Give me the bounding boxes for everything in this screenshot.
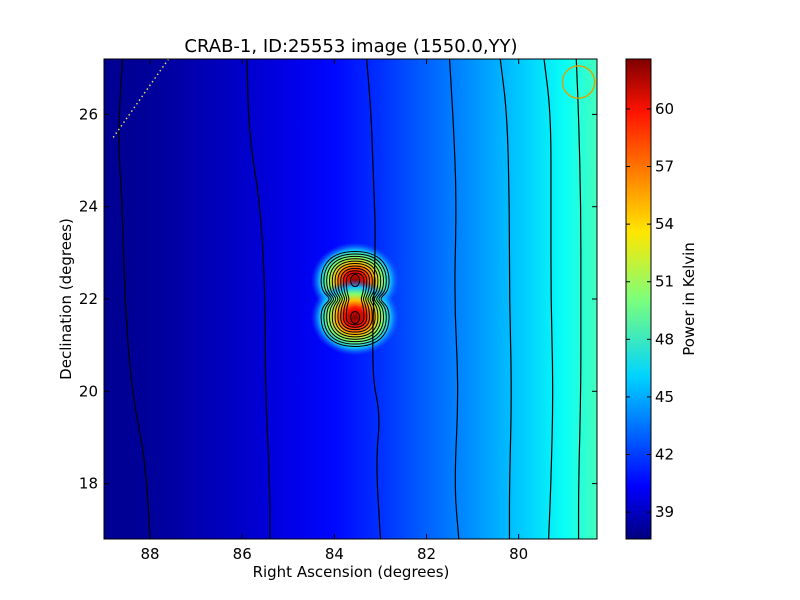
y-tick-label: 26 xyxy=(79,105,98,123)
y-tick-label: 18 xyxy=(79,475,98,493)
x-axis-label: Right Ascension (degrees) xyxy=(253,563,450,581)
beam-circle xyxy=(561,65,596,99)
colorbar-gradient xyxy=(625,58,652,540)
source-contour xyxy=(331,260,379,338)
x-tick-label: 88 xyxy=(141,545,160,563)
background-contour xyxy=(448,59,460,539)
y-axis-label: Declination (degrees) xyxy=(57,218,75,380)
source-contour xyxy=(340,267,371,331)
chart-title: CRAB-1, ID:25553 image (1550.0,YY) xyxy=(184,36,517,57)
background-contour xyxy=(499,59,512,539)
colorbar-tick-label: 39 xyxy=(655,503,674,521)
colorbar-tick-label: 48 xyxy=(655,330,674,348)
x-tick-label: 86 xyxy=(233,545,252,563)
colorbar-tick-label: 57 xyxy=(655,158,674,176)
colorbar-label: Power in Kelvin xyxy=(680,242,698,356)
plot-area: 88 86 84 82 80 18 20 22 24 26 xyxy=(79,58,598,563)
y-tick-label: 20 xyxy=(79,382,98,400)
source-contour xyxy=(345,272,365,326)
background-contour xyxy=(366,59,382,539)
source-contour xyxy=(329,258,382,340)
colorbar-tick-label: 42 xyxy=(655,446,674,464)
colorbar-tick-label: 51 xyxy=(655,273,674,291)
x-tick-label: 84 xyxy=(325,545,344,563)
source-peak-contour xyxy=(350,274,361,288)
source-emission xyxy=(311,242,400,356)
y-tick-label: 24 xyxy=(79,198,98,216)
background-contour xyxy=(118,59,151,539)
x-tick-label: 82 xyxy=(417,545,436,563)
source-contour xyxy=(320,251,390,347)
colorbar-tick-label: 45 xyxy=(655,388,674,406)
x-tick-label: 80 xyxy=(509,545,528,563)
overlays xyxy=(112,59,596,138)
contour-lines xyxy=(118,59,582,539)
source-contour xyxy=(323,253,387,345)
y-axis-ticks: 18 20 22 24 26 xyxy=(79,105,597,493)
background-contour xyxy=(246,59,271,539)
colorbar-tick-label: 54 xyxy=(655,215,674,233)
y-tick-label: 22 xyxy=(79,290,98,308)
colorbar-ticks: 39 42 45 48 51 54 57 60 xyxy=(626,100,674,521)
source-peak-contour xyxy=(350,310,361,324)
background-contour xyxy=(575,59,582,539)
x-axis-ticks: 88 86 84 82 80 xyxy=(141,59,528,563)
background-contour xyxy=(543,59,554,539)
source-contour xyxy=(343,270,368,328)
colorbar: 39 42 45 48 51 54 57 60 xyxy=(625,58,674,540)
source-contour xyxy=(337,265,373,333)
colorbar-tick-label: 60 xyxy=(655,100,674,118)
source-contour xyxy=(326,255,385,343)
